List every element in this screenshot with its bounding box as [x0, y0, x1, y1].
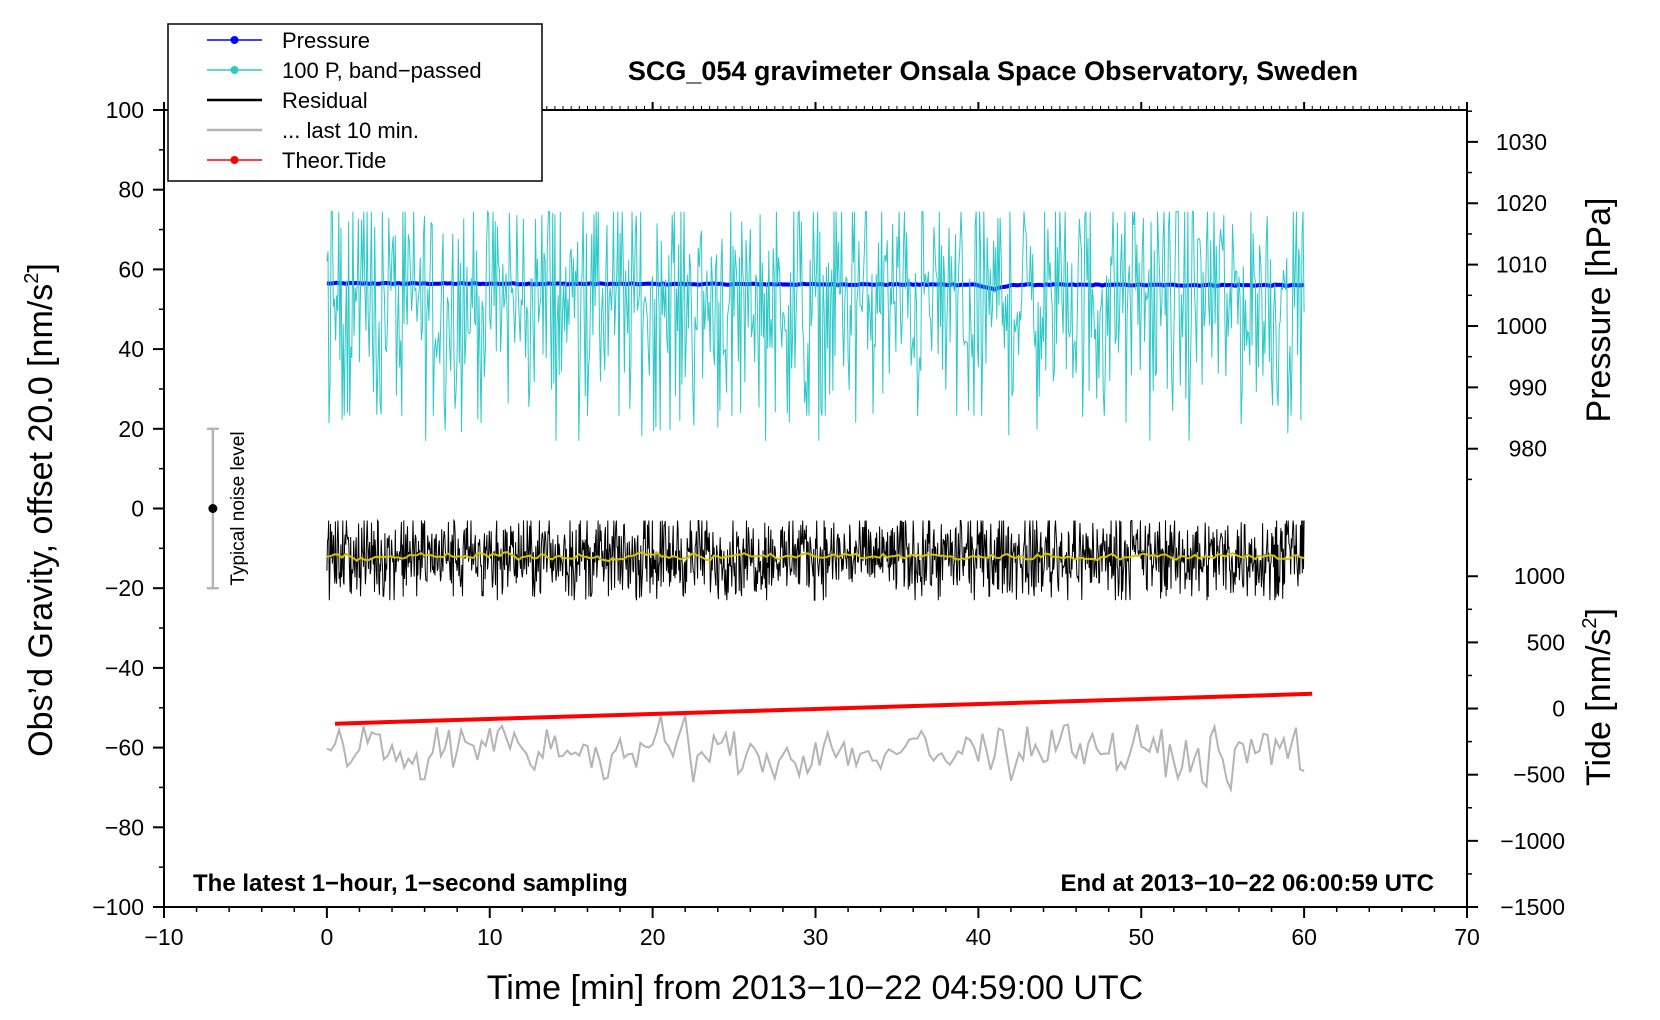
legend-swatch-marker [230, 156, 239, 164]
x-tick-label: 20 [640, 924, 666, 950]
y-tick-label: −80 [105, 814, 144, 840]
legend-label: ... last 10 min. [282, 118, 419, 143]
series-theor-tide-line [334, 691, 1313, 726]
pressure-tick-label: 990 [1509, 374, 1547, 400]
x-tick-label: 60 [1291, 924, 1317, 950]
pressure-tick-label: 1000 [1496, 313, 1547, 339]
x-axis-title: Time [min] from 2013−10−22 04:59:00 UTC [487, 969, 1143, 1007]
tide-tick-label: −500 [1513, 762, 1565, 788]
legend-label: Residual [282, 88, 368, 113]
x-tick-label: 30 [803, 924, 829, 950]
y-tick-label: 20 [118, 416, 144, 442]
tide-tick-label: 0 [1552, 696, 1565, 722]
x-tick-label: 10 [477, 924, 503, 950]
y-tick-label: −60 [105, 735, 144, 761]
series-layer [326, 209, 1313, 794]
legend-label: Theor.Tide [282, 148, 386, 173]
tide-tick-label: 500 [1527, 629, 1565, 655]
tide-tick-label: −1500 [1500, 894, 1565, 920]
series-residual-line [326, 518, 1305, 601]
annotation-bottom-right: End at 2013−10−22 06:00:59 UTC [1060, 870, 1434, 897]
y-axis-title-left: Obs’d Gravity, offset 20.0 [nm/s2] [21, 263, 60, 757]
y-tick-label: 0 [131, 496, 144, 522]
noise-bar-center [208, 504, 218, 513]
tide-tick-label: 1000 [1514, 563, 1565, 589]
legend-box [167, 23, 543, 182]
tide-tick-label: −1000 [1500, 828, 1565, 854]
ticks-layer: −10 0 10 20 30 40 50 60 70−100−80−60−40−20020406… [92, 97, 1480, 950]
series-last-10-min-line [326, 715, 1305, 794]
y-axis-title-left-end: ] [22, 263, 60, 272]
x-tick-label: 0 [320, 924, 333, 950]
legend-label: 100 P, band−passed [282, 58, 482, 83]
y-axis-title-tide-end: ] [1580, 608, 1618, 617]
series-100-p-band-passed-line [326, 209, 1305, 441]
y-axis-title-tide: Tide [nm/s2] [1579, 608, 1618, 786]
annotation-bottom-left: The latest 1−hour, 1−second sampling [193, 870, 628, 897]
noise-indicator: Typical noise level [206, 427, 249, 590]
y-axis-title-left-main: Obs’d Gravity, offset 20.0 [nm/s [22, 284, 60, 757]
y-tick-label: −20 [105, 575, 144, 601]
y-tick-label: 40 [118, 336, 144, 362]
y-axis-title-tide-main: Tide [nm/s [1580, 629, 1618, 786]
pressure-tick-label: 980 [1509, 436, 1547, 462]
series-smoothed-residual-line [326, 551, 1305, 563]
y-tick-label: −40 [105, 655, 144, 681]
legend-swatch-marker [230, 66, 239, 74]
y-tick-label: −100 [92, 894, 144, 920]
x-tick-label: 40 [966, 924, 992, 950]
pressure-tick-label: 1010 [1496, 252, 1547, 278]
legend-swatch-marker [230, 36, 239, 44]
y-axis-title-left-sup: 2 [21, 273, 43, 284]
pressure-tick-label: 1020 [1496, 190, 1547, 216]
y-tick-label: 100 [106, 97, 144, 123]
plot-frame [163, 109, 1468, 908]
x-tick-label: −10 [144, 924, 183, 950]
x-tick-label: 70 [1454, 924, 1480, 950]
y-axis-title-pressure: Pressure [hPa] [1580, 198, 1618, 423]
y-axis-title-tide-sup: 2 [1579, 617, 1601, 628]
chart-title: SCG_054 gravimeter Onsala Space Observat… [628, 56, 1358, 86]
legend-label: Pressure [282, 28, 370, 53]
y-tick-label: 60 [118, 256, 144, 282]
legend: Pressure 100 P, band−passed Residual ... la… [167, 23, 543, 182]
pressure-tick-label: 1030 [1496, 129, 1547, 155]
y-tick-label: 80 [118, 177, 144, 203]
noise-bar-label: Typical noise level [228, 431, 249, 585]
legend-entries: Pressure 100 P, band−passed Residual ... la… [207, 28, 482, 173]
right-axis-ticks: 980 990 1000 1010 1020 1030 −1500 −1000 −500 0 500… [1467, 110, 1565, 920]
x-tick-label: 50 [1128, 924, 1154, 950]
